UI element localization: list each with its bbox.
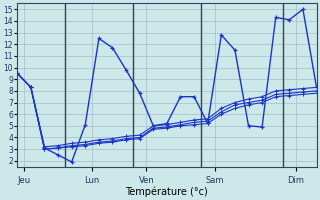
X-axis label: Température (°c): Température (°c) [125,186,208,197]
